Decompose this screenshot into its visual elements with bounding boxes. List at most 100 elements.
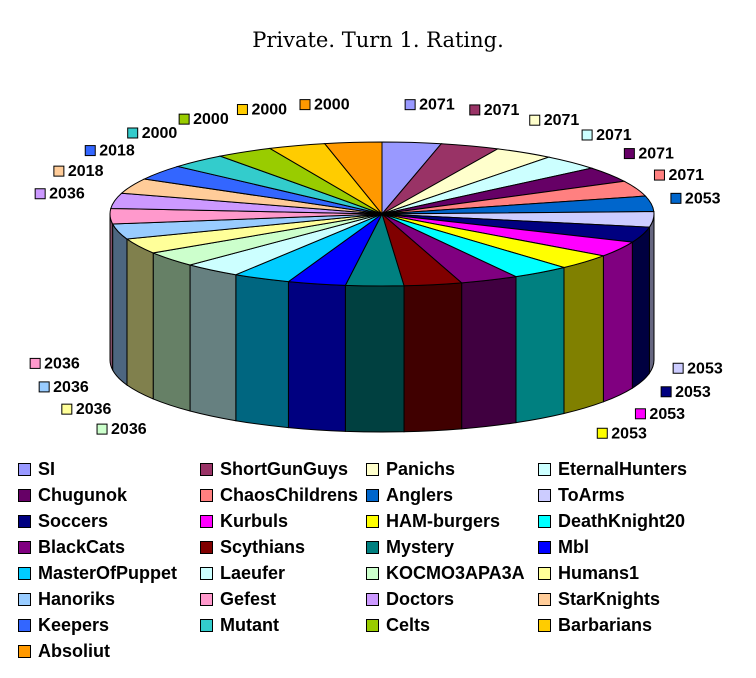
- pie-wall-KOCMO3APA3A: [152, 252, 191, 412]
- legend-label: ToArms: [558, 484, 625, 505]
- legend-label: Chugunok: [38, 484, 127, 505]
- chart-title: Private. Turn 1. Rating.: [252, 28, 504, 52]
- legend-swatch: [366, 462, 379, 476]
- data-label-swatch: [596, 427, 608, 439]
- legend-swatch: [200, 566, 213, 580]
- legend-swatch: [18, 462, 31, 476]
- pie-wall-ToArms: [648, 213, 655, 375]
- pie-wall-MasterOfPuppet: [235, 274, 289, 429]
- data-label-swatch: [61, 403, 73, 415]
- legend-item-HAM-burgers: HAM-burgers: [366, 510, 538, 532]
- data-label-Panichs: 2071: [529, 112, 580, 129]
- data-label-swatch: [96, 423, 108, 435]
- data-label-swatch: [670, 192, 682, 204]
- legend-swatch: [538, 618, 551, 632]
- data-label-swatch: [623, 148, 635, 160]
- pie-wall-DeathKnight20: [515, 266, 565, 424]
- data-label-value: 2071: [484, 102, 520, 119]
- legend-item-Chugunok: Chugunok: [18, 484, 200, 506]
- legend-label: HAM-burgers: [386, 510, 501, 531]
- legend-label: Laeufer: [220, 562, 286, 583]
- pie-slices: [109, 141, 655, 287]
- data-label-ChaosChildrens: 2071: [653, 167, 704, 184]
- data-label-value: 2000: [193, 111, 229, 128]
- legend-swatch: [200, 618, 213, 632]
- legend-label: Celts: [386, 614, 431, 635]
- pie-chart: 2071 207120712071207120712053205320532053…: [29, 97, 723, 440]
- legend-swatch: [538, 488, 551, 502]
- data-label-swatch: [581, 129, 593, 141]
- data-label-value: 2000: [251, 102, 287, 119]
- data-label-value: 2000: [142, 125, 178, 142]
- legend-label: DeathKnight20: [558, 510, 686, 531]
- legend-item-Anglers: Anglers: [366, 484, 538, 506]
- legend-item-Scythians: Scythians: [200, 536, 366, 558]
- legend-swatch: [200, 592, 213, 606]
- legend-label: MasterOfPuppet: [38, 562, 178, 583]
- data-label-value: 2036: [111, 421, 147, 438]
- data-label-value: 2000: [314, 97, 350, 114]
- legend-item-Doctors: Doctors: [366, 588, 538, 610]
- data-label-KOCMO3APA3A: 2036: [96, 421, 147, 438]
- legend-item-Hanoriks: Hanoriks: [18, 588, 200, 610]
- legend-label: Kurbuls: [220, 510, 289, 531]
- data-label-Humans1: 2036: [61, 401, 112, 418]
- legend-label: ChaosChildrens: [220, 484, 359, 505]
- legend-item-ShortGunGuys: ShortGunGuys: [200, 458, 366, 480]
- data-label-swatch: [53, 165, 65, 177]
- legend-swatch: [538, 462, 551, 476]
- data-label-swatch: [34, 188, 46, 200]
- legend-swatch: [366, 618, 379, 632]
- data-label-Doctors: 2036: [34, 186, 85, 203]
- data-label-ToArms: 2053: [672, 360, 723, 377]
- legend-label: Mystery: [386, 536, 455, 557]
- legend-item-Gefest: Gefest: [200, 588, 366, 610]
- legend-swatch: [18, 644, 31, 658]
- legend-swatch: [18, 540, 31, 554]
- legend-swatch: [538, 592, 551, 606]
- pie-wall-Scythians: [403, 282, 463, 433]
- legend-label: BlackCats: [38, 536, 126, 557]
- data-label-swatch: [672, 362, 684, 374]
- legend-swatch: [538, 566, 551, 580]
- legend-item-Absoliut: Absoliut: [18, 640, 200, 662]
- legend-swatch: [18, 592, 31, 606]
- data-label-Laeufer: 2036: [157, 438, 193, 440]
- pie-slice-Absoliut: [323, 141, 383, 216]
- legend-swatch: [18, 566, 31, 580]
- legend-label: EternalHunters: [558, 458, 688, 479]
- legend-swatch: [200, 540, 213, 554]
- data-label-swatch: [660, 386, 672, 398]
- data-label-value: 2036: [76, 401, 112, 418]
- data-label-StarKnights: 2018: [53, 163, 104, 180]
- legend-item-Celts: Celts: [366, 614, 538, 636]
- pie-wall-Soccers: [631, 225, 650, 390]
- legend-item-Panichs: Panichs: [366, 458, 538, 480]
- legend-swatch: [200, 462, 213, 476]
- legend-label: KOCMO3APA3A: [386, 562, 525, 583]
- legend-item-ToArms: ToArms: [538, 484, 738, 506]
- legend-item-ChaosChildrens: ChaosChildrens: [200, 484, 366, 506]
- legend-swatch: [18, 618, 31, 632]
- data-label-Kurbuls: 2053: [634, 406, 685, 423]
- legend-label: Soccers: [38, 510, 109, 531]
- data-label-swatch: [84, 145, 96, 157]
- data-label-Absoliut: 2000: [299, 97, 350, 114]
- legend-label: Mbl: [558, 536, 589, 557]
- legend-label: Panichs: [386, 458, 456, 479]
- data-label-EternalHunters: 2071: [581, 127, 632, 144]
- legend-label: Doctors: [386, 588, 455, 609]
- legend-label: StarKnights: [558, 588, 661, 609]
- legend-swatch: [366, 488, 379, 502]
- legend-swatch: [538, 540, 551, 554]
- legend-label: Humans1: [558, 562, 640, 583]
- pie-wall-Humans1: [126, 238, 154, 400]
- data-label-Barbarians: 2000: [236, 102, 287, 119]
- pie-wall-Mbl: [287, 281, 346, 432]
- data-label-swatch: [653, 169, 665, 181]
- legend-label: Barbarians: [558, 614, 653, 635]
- legend-item-DeathKnight20: DeathKnight20: [538, 510, 738, 532]
- legend-swatch: [366, 566, 379, 580]
- data-label-value: 2071: [544, 112, 580, 129]
- pie-wall-Mystery: [344, 284, 405, 433]
